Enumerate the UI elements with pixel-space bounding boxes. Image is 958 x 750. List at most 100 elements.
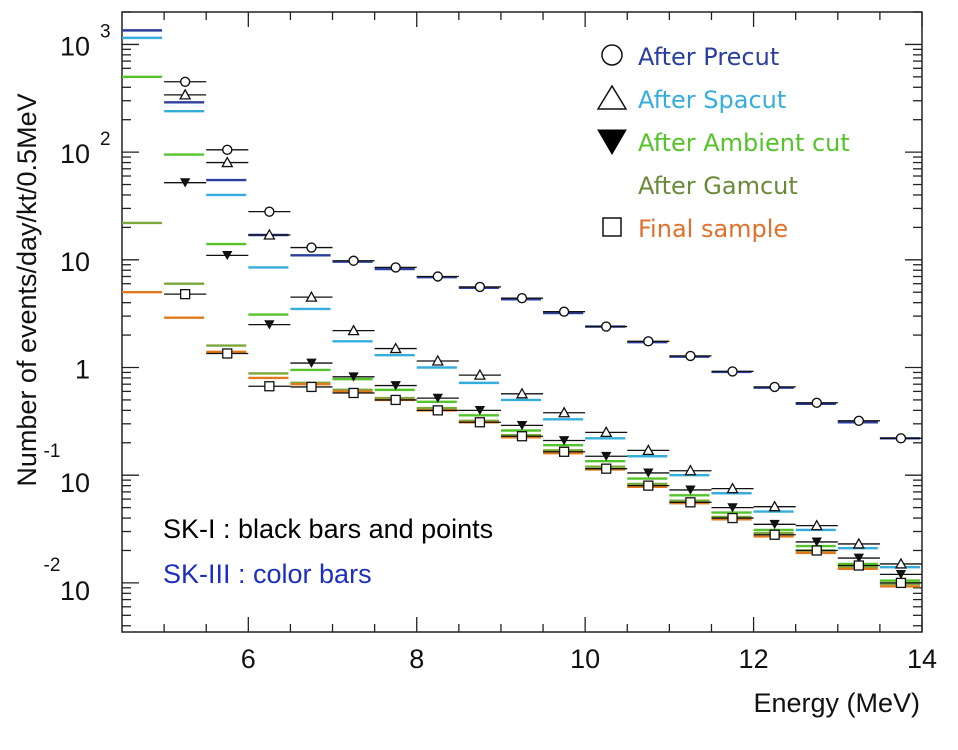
legend-square-marker [602, 217, 622, 237]
sk1-series-points [164, 76, 922, 589]
sk1-point [685, 485, 696, 495]
sk1-point [852, 537, 865, 549]
sk1-point [306, 381, 317, 393]
sk1-point [179, 178, 191, 188]
sk1-point [264, 320, 275, 330]
x-tick-label: 10 [570, 644, 600, 674]
sk1-point [727, 503, 738, 513]
sk1-point [222, 348, 233, 359]
sk1-point [432, 393, 443, 403]
y-tick-exponent: 3 [100, 21, 111, 42]
x-tick-label: 14 [907, 644, 937, 674]
sk1-point [222, 250, 233, 261]
sk1-point [727, 512, 738, 524]
sk1-point [727, 366, 738, 377]
sk1-point [558, 406, 571, 418]
y-tick-label: 10 [60, 139, 90, 169]
legend-label: After Precut [638, 43, 779, 71]
sk1-point [768, 500, 781, 512]
x-tick-label: 6 [241, 644, 256, 674]
legend-label: After Gamcut [638, 172, 798, 200]
sk1-point [348, 372, 359, 382]
y-tick-label: 10 [60, 247, 90, 277]
sk1-point [769, 381, 780, 393]
sk3-annotation: SK-III : color bars [163, 559, 372, 589]
sk1-point [306, 242, 317, 253]
sk1-point [474, 405, 486, 416]
sk1-point [264, 381, 275, 392]
sk1-point [222, 144, 233, 156]
sk1-point [643, 468, 654, 478]
legend-label: After Spacut [638, 86, 786, 114]
plot-frame [121, 11, 923, 633]
sk1-point [180, 288, 191, 300]
sk1-point [684, 464, 697, 476]
sk1-point [726, 482, 739, 494]
sk1-point [558, 446, 570, 457]
sk1-point [390, 381, 401, 391]
y-axis-title: Number of events/day/kt/0.5MeV [12, 93, 42, 486]
sk1-point [558, 306, 570, 317]
sk1-point [643, 480, 654, 491]
sk1-point [601, 321, 612, 332]
sk1-point [685, 350, 696, 362]
y-tick-exponent: 2 [100, 129, 111, 150]
legend-label: After Ambient cut [638, 129, 850, 157]
sk1-point [601, 463, 612, 474]
sk1-point [811, 397, 822, 409]
sk1-point [432, 271, 443, 282]
sk1-point [347, 324, 360, 336]
sk1-point [769, 529, 780, 540]
sk1-point [306, 358, 317, 368]
sk1-point [389, 342, 402, 354]
sk1-point [431, 354, 444, 366]
x-tick-label: 12 [739, 644, 769, 674]
y-tick-label: 1 [75, 355, 90, 385]
legend: After Precut After Spacut After Ambient cu… [596, 43, 850, 243]
sk1-point [811, 537, 822, 547]
sk1-point [474, 281, 486, 293]
y-tick-label: 10 [60, 576, 90, 606]
legend-circle-marker [601, 44, 623, 66]
sk1-point [810, 519, 823, 531]
sk1-annotation: SK-I : black bars and points [163, 514, 493, 544]
sk1-point [601, 451, 612, 462]
y-tick-exponent: -1 [44, 441, 61, 462]
sk1-point [853, 553, 865, 563]
sk1-point [516, 431, 528, 442]
sk3-series-bars [122, 29, 920, 588]
sk1-point [643, 336, 654, 347]
sk1-point [474, 417, 486, 428]
sk1-point [895, 577, 907, 589]
legend-triangle-down-marker [597, 129, 627, 155]
legend-label: Final sample [638, 215, 788, 243]
sk1-point [264, 206, 275, 217]
sk1-point [516, 293, 528, 304]
sk1-point [895, 433, 907, 444]
sk1-point [853, 415, 865, 426]
sk1-point [179, 88, 192, 100]
sk1-point [432, 405, 443, 416]
x-axis-title: Energy (MeV) [753, 688, 920, 718]
sk1-point [515, 387, 529, 399]
y-tick-label: 10 [60, 31, 90, 61]
sk1-point [769, 519, 780, 530]
sk1-point [853, 560, 864, 571]
sk1-point [894, 557, 908, 569]
sk1-point [685, 497, 696, 508]
sk1-point [473, 368, 486, 380]
sk1-point [895, 569, 907, 580]
sk1-point [179, 76, 191, 87]
sk1-point [600, 426, 613, 437]
sk1-point [390, 262, 401, 273]
sk1-point [305, 290, 318, 302]
sk1-point [348, 387, 359, 399]
sk1-point [516, 421, 528, 431]
legend-triangle-marker [596, 84, 628, 110]
sk1-point [390, 394, 401, 406]
y-tick-label: 10 [60, 468, 90, 498]
y-tick-exponent: -2 [44, 555, 61, 576]
sk1-point [221, 156, 234, 168]
